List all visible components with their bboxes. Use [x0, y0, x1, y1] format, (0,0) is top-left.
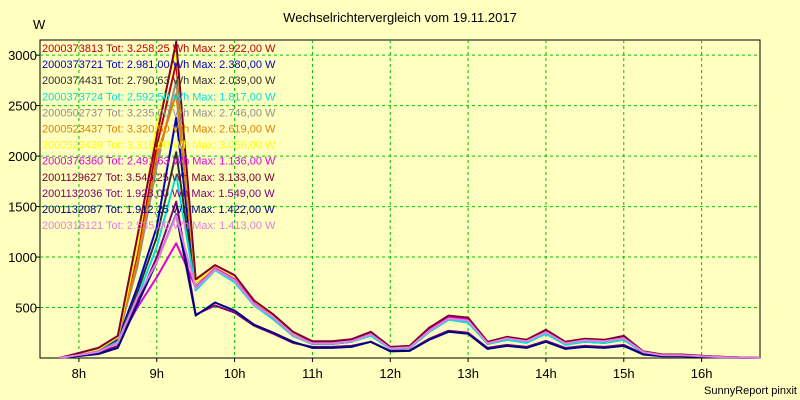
x-tick-label: 11h: [302, 366, 323, 381]
y-tick-label: 1500: [8, 200, 37, 215]
legend-entry-2000373721: 2000373721 Tot: 2.981,00 Wh Max: 2.380,0…: [42, 59, 276, 71]
legend-entry-2000502737: 2000502737 Tot: 3.235,00 Wh Max: 2.746,0…: [42, 107, 276, 119]
series-line-2001132087: [59, 213, 761, 359]
y-tick-label: 1000: [8, 250, 37, 265]
y-tick-label: 2000: [8, 149, 37, 164]
legend-entry-2000523439: 2000523439 Tot: 3.316,00 Wh Max: 3.056,0…: [42, 140, 276, 152]
legend-entry-2001132036: 2001132036 Tot: 1.928,00 Wh Max: 1.549,0…: [42, 188, 275, 200]
legend-entry-2000316121: 2000316121 Tot: 2.535,00 Wh Max: 1.413,0…: [42, 220, 276, 232]
footer-credit: SunnyReport pinxit: [704, 385, 797, 397]
x-tick-label: 13h: [457, 366, 479, 381]
legend-entry-2000373813: 2000373813 Tot: 3.258,25 Wh Max: 2.922,0…: [42, 43, 276, 55]
y-tick-label: 500: [15, 301, 37, 316]
legend-entry-2000376360: 2000376360 Tot: 2.491,63 Wh Max: 1.136,0…: [42, 156, 276, 168]
x-tick-label: 9h: [150, 366, 164, 381]
y-tick-label: 3000: [8, 48, 37, 63]
legend-entry-2001129627: 2001129627 Tot: 3.540,25 Wh Max: 3.133,0…: [42, 172, 275, 184]
y-axis-unit-label: W: [33, 17, 46, 32]
y-tick-label: 2500: [8, 99, 37, 114]
x-tick-label: 16h: [691, 366, 713, 381]
x-tick-label: 14h: [535, 366, 557, 381]
chart-title: Wechselrichtervergleich vom 19.11.2017: [283, 10, 517, 25]
series-line-2000316121: [59, 214, 761, 359]
x-tick-label: 12h: [379, 366, 401, 381]
legend-entry-2000373724: 2000373724 Tot: 2.592,50 Wh Max: 1.817,0…: [42, 91, 276, 103]
legend-entry-2000523437: 2000523437 Tot: 3.320,50 Wh Max: 2.619,0…: [42, 124, 276, 136]
legend-entry-2000374431: 2000374431 Tot: 2.790,63 Wh Max: 2.039,0…: [42, 75, 276, 87]
legend-entry-2001132087: 2001132087 Tot: 1.912,25 Wh Max: 1.422,0…: [42, 204, 275, 216]
x-tick-label: 15h: [613, 366, 635, 381]
x-tick-label: 10h: [224, 366, 246, 381]
plot-area: [39, 39, 761, 359]
x-tick-label: 8h: [72, 366, 86, 381]
